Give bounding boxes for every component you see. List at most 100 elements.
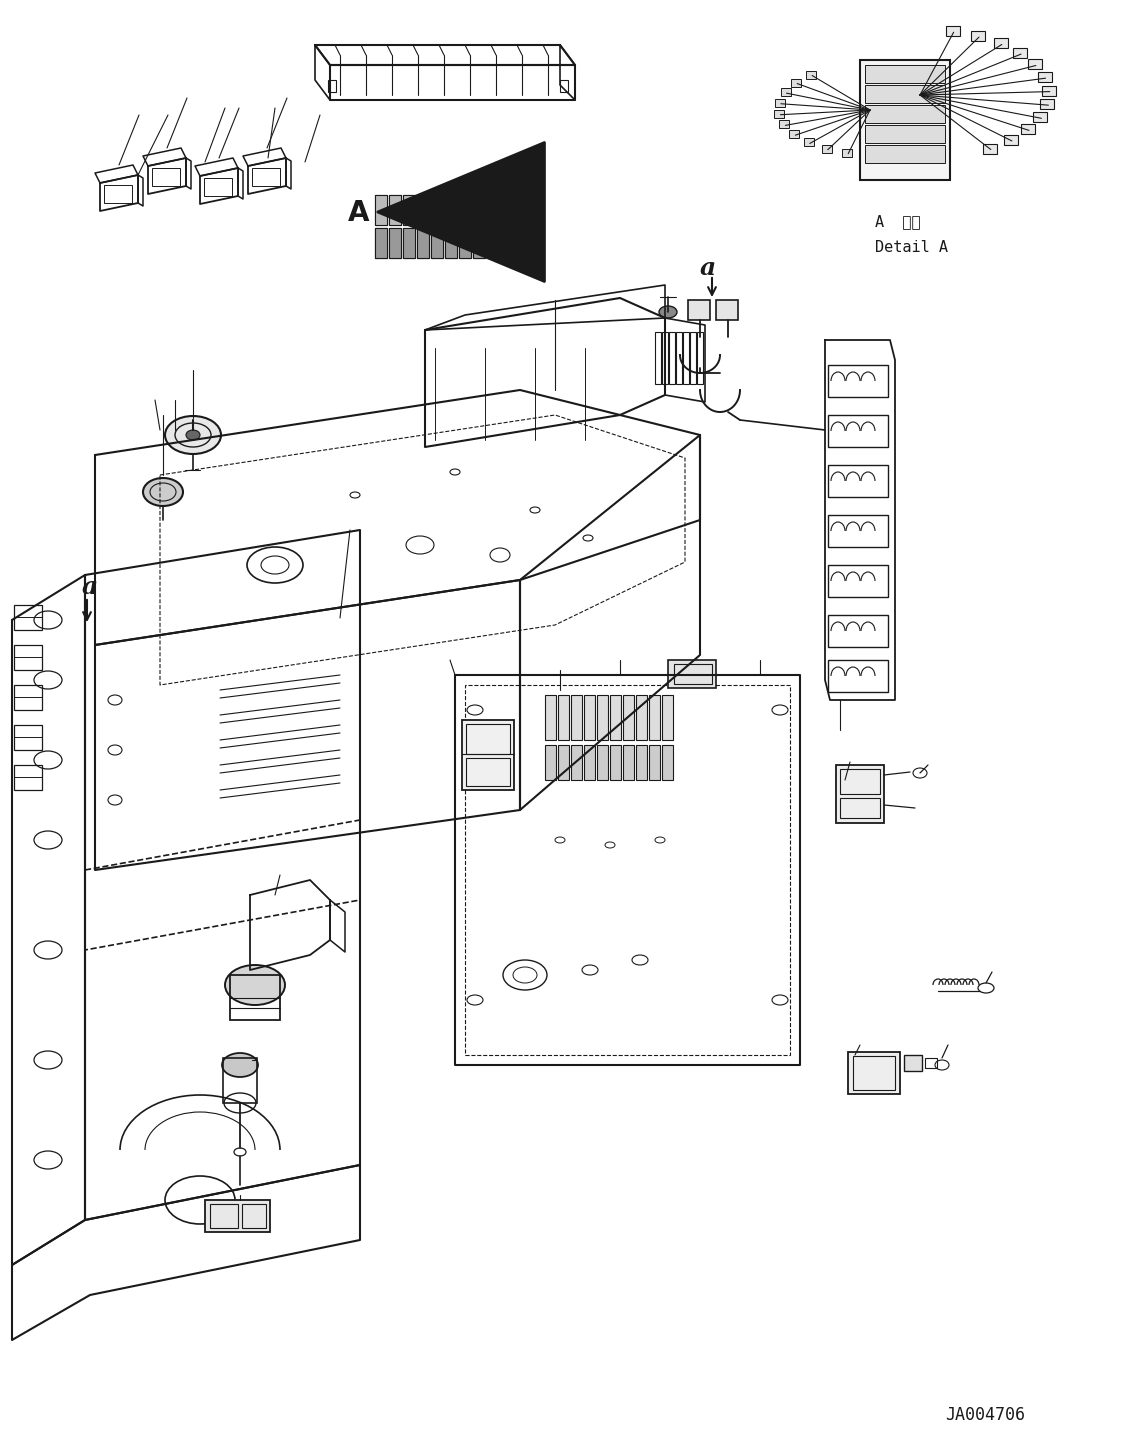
Bar: [865, 145, 945, 163]
Ellipse shape: [186, 430, 200, 440]
Polygon shape: [431, 228, 443, 258]
Bar: [836, 765, 884, 823]
Bar: [584, 745, 595, 780]
Ellipse shape: [165, 417, 221, 454]
Bar: [623, 696, 634, 741]
Bar: [14, 605, 42, 630]
Bar: [466, 758, 510, 786]
Polygon shape: [375, 228, 387, 258]
Bar: [828, 661, 888, 693]
Bar: [1038, 73, 1052, 83]
Bar: [210, 1204, 237, 1228]
Bar: [775, 99, 785, 107]
Polygon shape: [403, 228, 415, 258]
Polygon shape: [501, 228, 513, 258]
Bar: [676, 333, 682, 383]
Ellipse shape: [660, 306, 677, 318]
Bar: [789, 131, 799, 138]
Bar: [596, 696, 608, 741]
Polygon shape: [515, 195, 526, 225]
Text: a: a: [81, 575, 99, 600]
Bar: [571, 745, 582, 780]
Bar: [328, 80, 336, 91]
Bar: [781, 89, 790, 96]
Bar: [983, 144, 997, 154]
Bar: [1013, 48, 1027, 58]
Bar: [924, 1059, 937, 1069]
Bar: [242, 1204, 266, 1228]
Ellipse shape: [225, 966, 284, 1005]
Bar: [649, 745, 660, 780]
Polygon shape: [473, 228, 485, 258]
Polygon shape: [501, 195, 513, 225]
Bar: [840, 770, 880, 794]
Bar: [635, 696, 647, 741]
Bar: [462, 720, 514, 790]
Bar: [14, 645, 42, 669]
Bar: [806, 71, 817, 78]
Bar: [690, 333, 696, 383]
Bar: [252, 168, 280, 186]
Polygon shape: [487, 195, 499, 225]
Bar: [674, 664, 712, 684]
Bar: [610, 696, 621, 741]
Bar: [682, 333, 689, 383]
Bar: [853, 1056, 895, 1090]
Bar: [557, 696, 569, 741]
Bar: [635, 745, 647, 780]
Bar: [972, 30, 985, 41]
Bar: [865, 86, 945, 103]
Bar: [466, 725, 510, 754]
Bar: [1028, 60, 1041, 70]
Bar: [649, 696, 660, 741]
Polygon shape: [389, 195, 401, 225]
Bar: [465, 685, 790, 1056]
Bar: [662, 745, 673, 780]
Polygon shape: [445, 195, 457, 225]
Bar: [716, 301, 738, 319]
Bar: [655, 333, 661, 383]
Bar: [669, 333, 674, 383]
Polygon shape: [459, 228, 471, 258]
Bar: [1041, 86, 1056, 96]
Bar: [205, 1199, 270, 1231]
Bar: [623, 745, 634, 780]
Bar: [14, 685, 42, 710]
Bar: [14, 725, 42, 751]
Bar: [828, 415, 888, 447]
Polygon shape: [529, 195, 541, 225]
Bar: [610, 745, 621, 780]
Polygon shape: [529, 228, 541, 258]
Bar: [697, 333, 703, 383]
Bar: [104, 184, 132, 203]
Bar: [804, 138, 813, 147]
Bar: [545, 696, 556, 741]
Polygon shape: [459, 195, 471, 225]
Bar: [223, 1059, 257, 1104]
Bar: [848, 1053, 900, 1093]
Bar: [821, 145, 832, 152]
Bar: [842, 148, 852, 157]
Bar: [828, 515, 888, 547]
Bar: [584, 696, 595, 741]
Bar: [828, 364, 888, 396]
Polygon shape: [403, 195, 415, 225]
Bar: [668, 661, 716, 688]
Bar: [791, 78, 802, 87]
Bar: [231, 974, 280, 1019]
Bar: [865, 65, 945, 83]
Bar: [1033, 112, 1047, 122]
Bar: [828, 565, 888, 597]
Bar: [860, 60, 950, 180]
Polygon shape: [418, 228, 429, 258]
Bar: [840, 799, 880, 817]
Bar: [14, 765, 42, 790]
Polygon shape: [515, 228, 526, 258]
Bar: [828, 465, 888, 497]
Text: A  詳細: A 詳細: [875, 215, 921, 229]
Bar: [662, 333, 668, 383]
Bar: [1021, 125, 1035, 135]
Bar: [904, 1056, 922, 1072]
Bar: [571, 696, 582, 741]
Bar: [780, 121, 789, 128]
